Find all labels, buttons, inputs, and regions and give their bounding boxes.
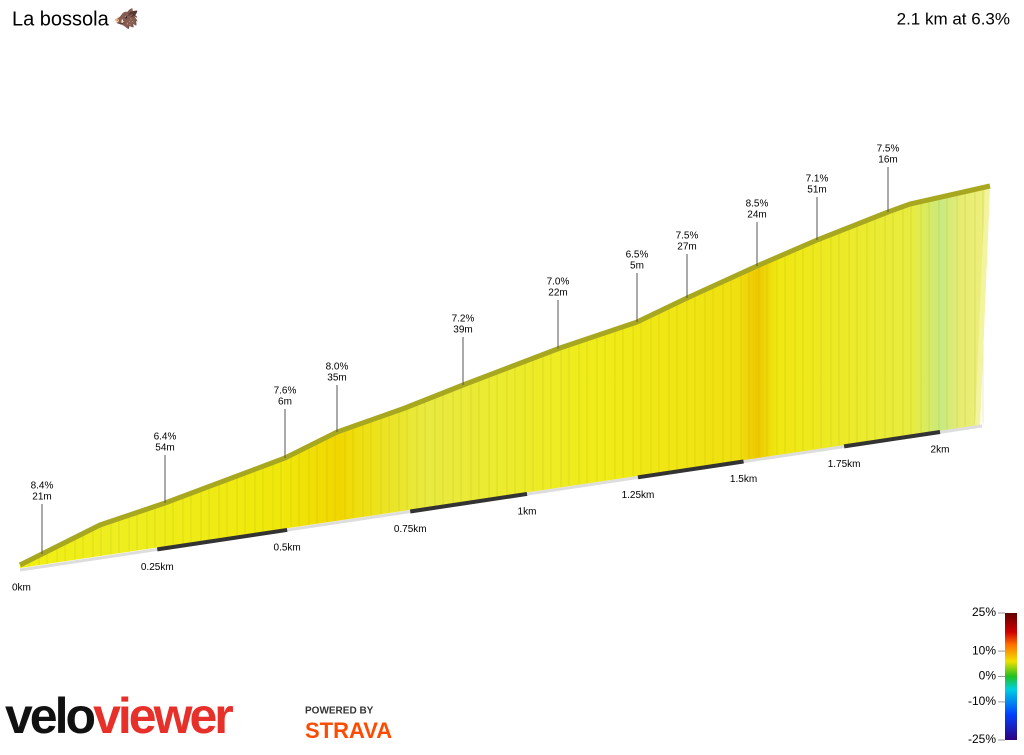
distance-segment [843,430,941,449]
profile-top [18,183,991,568]
x-tick-label: 1.75km [828,459,861,470]
powered-by: POWERED BY [305,706,374,717]
annotation-length: 5m [630,261,644,272]
strava: STRAVA [305,718,392,743]
title: La bossola 🐗 [12,6,139,30]
color-scale [1005,613,1017,740]
annotation-length: 39m [453,325,472,336]
x-tick-label: 1.5km [730,474,757,485]
annotation-grade: 8.5% [746,199,769,210]
x-tick-label: 0km [12,583,31,594]
distance-segment [156,527,288,552]
distance-segment [637,459,744,480]
annotation-length: 54m [155,443,174,454]
x-tick-label: 2km [931,445,950,456]
annotation-grade: 7.0% [547,277,570,288]
color-tick-label: 0% [979,669,997,683]
annotation-length: 22m [548,288,567,299]
annotation-length: 27m [677,242,696,253]
profile-end [975,186,990,425]
x-tick-label: 0.25km [141,562,174,573]
annotation-grade: 7.2% [452,314,475,325]
summary: 2.1 km at 6.3% [897,9,1010,28]
annotation-grade: 7.1% [806,174,829,185]
annotation-grade: 6.5% [626,250,649,261]
profile-face [20,186,990,568]
annotation-grade: 8.0% [326,362,349,373]
annotation-length: 51m [807,185,826,196]
color-tick-label: 25% [972,605,996,619]
annotation-length: 35m [327,373,346,384]
annotation-length: 24m [747,210,766,221]
color-tick-label: -25% [968,732,996,746]
annotation-grade: 8.4% [31,481,54,492]
distance-segment [409,491,528,514]
x-tick-label: 1.25km [622,490,655,501]
annotation-length: 21m [32,492,51,503]
x-tick-label: 1km [518,507,537,518]
color-tick-label: -10% [968,694,996,708]
logo: veloviewer [5,688,233,744]
annotation-grade: 6.4% [154,432,177,443]
annotation-length: 6m [278,397,292,408]
annotation-grade: 7.5% [877,144,900,155]
color-tick-label: 10% [972,643,996,657]
annotation-grade: 7.6% [274,386,297,397]
x-tick-label: 0.75km [394,524,427,535]
annotation-grade: 7.5% [676,231,699,242]
annotation-length: 16m [878,155,897,166]
x-tick-label: 0.5km [274,543,301,554]
